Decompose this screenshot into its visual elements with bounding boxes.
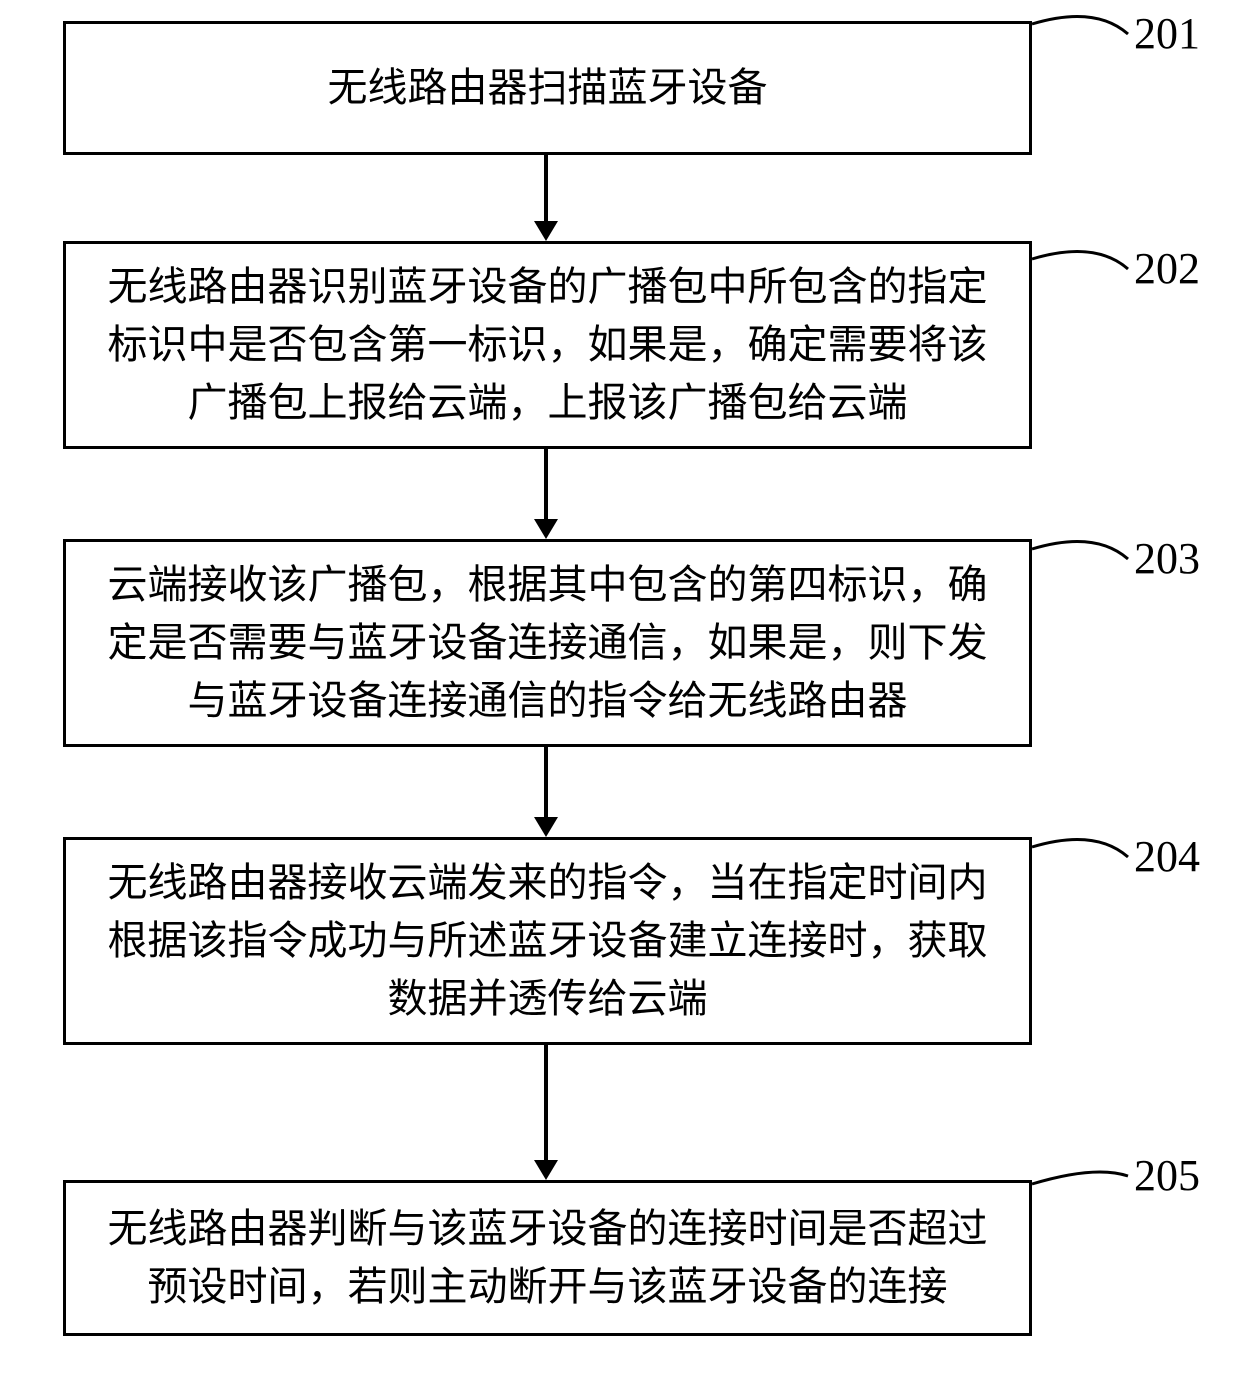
arrow-201-202-shaft bbox=[544, 155, 548, 221]
flow-step-205-text: 无线路由器判断与该蓝牙设备的连接时间是否超过预设时间，若则主动断开与该蓝牙设备的… bbox=[94, 1200, 1001, 1316]
arrow-201-202-head bbox=[534, 221, 558, 241]
flow-step-204: 无线路由器接收云端发来的指令，当在指定时间内根据该指令成功与所述蓝牙设备建立连接… bbox=[63, 837, 1032, 1045]
flow-step-203-text: 云端接收该广播包，根据其中包含的第四标识，确定是否需要与蓝牙设备连接通信，如果是… bbox=[94, 556, 1001, 730]
flow-step-202-text: 无线路由器识别蓝牙设备的广播包中所包含的指定标识中是否包含第一标识，如果是，确定… bbox=[94, 258, 1001, 432]
flow-step-203: 云端接收该广播包，根据其中包含的第四标识，确定是否需要与蓝牙设备连接通信，如果是… bbox=[63, 539, 1032, 747]
step-label-201: 201 bbox=[1134, 8, 1200, 59]
flow-step-202: 无线路由器识别蓝牙设备的广播包中所包含的指定标识中是否包含第一标识，如果是，确定… bbox=[63, 241, 1032, 449]
step-label-205: 205 bbox=[1134, 1150, 1200, 1201]
flow-step-201: 无线路由器扫描蓝牙设备 bbox=[63, 21, 1032, 155]
flow-step-201-text: 无线路由器扫描蓝牙设备 bbox=[328, 59, 768, 117]
step-label-203: 203 bbox=[1134, 533, 1200, 584]
flow-step-205: 无线路由器判断与该蓝牙设备的连接时间是否超过预设时间，若则主动断开与该蓝牙设备的… bbox=[63, 1180, 1032, 1336]
arrow-202-203-head bbox=[534, 519, 558, 539]
step-label-204: 204 bbox=[1134, 831, 1200, 882]
arrow-202-203-shaft bbox=[544, 449, 548, 519]
arrow-203-204-head bbox=[534, 817, 558, 837]
arrow-203-204-shaft bbox=[544, 747, 548, 817]
flow-step-204-text: 无线路由器接收云端发来的指令，当在指定时间内根据该指令成功与所述蓝牙设备建立连接… bbox=[94, 854, 1001, 1028]
step-label-202: 202 bbox=[1134, 243, 1200, 294]
arrow-204-205-head bbox=[534, 1160, 558, 1180]
arrow-204-205-shaft bbox=[544, 1045, 548, 1160]
